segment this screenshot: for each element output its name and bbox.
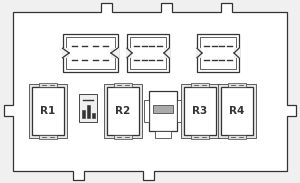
Bar — [61, 48, 69, 58]
Text: R2: R2 — [116, 106, 130, 116]
Bar — [82, 110, 85, 118]
Bar — [104, 84, 142, 138]
Bar — [144, 100, 149, 122]
Bar — [107, 87, 139, 135]
Bar — [149, 91, 177, 131]
Bar — [127, 34, 169, 72]
Bar — [184, 87, 216, 135]
Bar — [154, 131, 171, 138]
Bar — [191, 135, 209, 139]
Bar — [92, 113, 94, 118]
Text: R4: R4 — [229, 106, 245, 116]
Bar — [228, 83, 246, 87]
Bar — [130, 37, 166, 69]
Bar — [200, 37, 236, 69]
Bar — [62, 34, 118, 72]
Bar — [228, 135, 246, 139]
Bar — [39, 83, 57, 87]
Bar — [79, 94, 97, 122]
Bar — [32, 87, 64, 135]
Bar — [177, 100, 182, 122]
Bar — [29, 84, 67, 138]
Bar — [65, 37, 115, 69]
Bar — [196, 48, 202, 58]
Text: R3: R3 — [192, 106, 208, 116]
Bar — [86, 105, 89, 118]
Bar — [181, 84, 219, 138]
Polygon shape — [4, 3, 296, 180]
Bar — [197, 34, 239, 72]
Bar — [234, 48, 240, 58]
Bar — [114, 135, 132, 139]
Bar — [114, 83, 132, 87]
Bar — [39, 135, 57, 139]
Bar — [111, 48, 118, 58]
Bar — [164, 48, 170, 58]
Bar — [221, 87, 253, 135]
Bar — [126, 48, 132, 58]
Bar — [191, 83, 209, 87]
Text: R1: R1 — [40, 106, 56, 116]
Bar — [218, 84, 256, 138]
Bar — [153, 105, 173, 113]
